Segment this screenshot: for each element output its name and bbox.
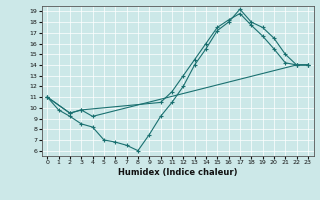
X-axis label: Humidex (Indice chaleur): Humidex (Indice chaleur): [118, 168, 237, 177]
